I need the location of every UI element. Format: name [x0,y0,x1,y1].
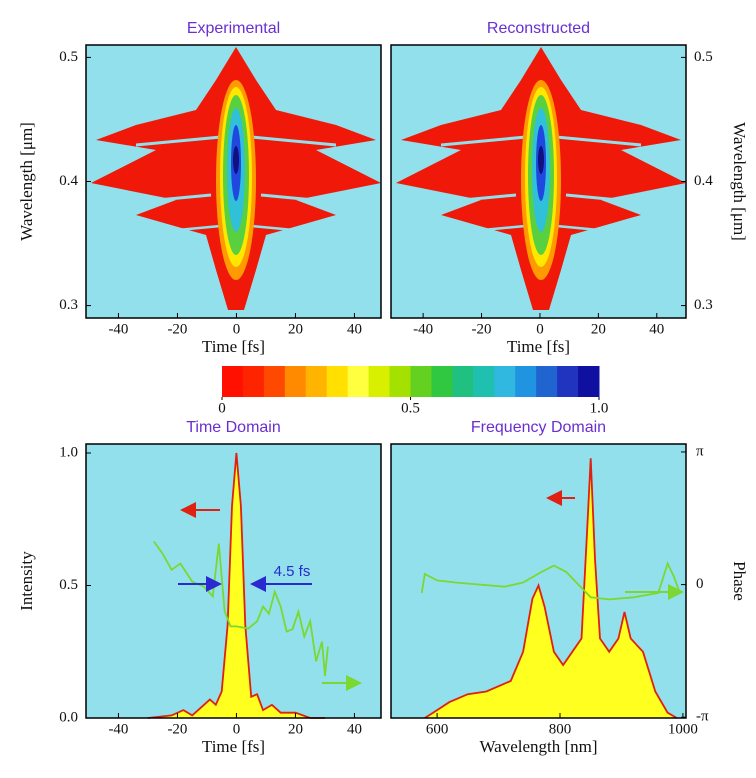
gap [555,135,642,147]
colorbar-swatch [515,366,537,397]
y-tick-label: 0.5 [59,577,78,593]
gap [240,223,327,235]
x-axis-label: Time [fs] [202,737,265,756]
colorbar-swatch [536,366,558,397]
gap [125,193,212,205]
y2-tick-label: -π [696,709,709,725]
gap [135,135,222,147]
x-tick-label: 20 [591,321,606,337]
x-axis-label: Time [fs] [202,337,265,356]
colorbar-swatch [578,366,600,397]
x-tick-label: 800 [549,721,572,737]
spectrogram-image [396,47,686,310]
plot-frame [85,443,382,719]
panel-title: Experimental [187,20,280,37]
colorbar-swatch [242,366,265,397]
y-tick-label: 0.3 [694,297,713,313]
x-tick-label: 40 [347,321,362,337]
series-line [147,452,325,719]
colorbar-swatch [557,366,579,397]
intensity-core [233,146,239,174]
y2-tick-label: π [696,443,704,459]
gap [450,223,537,235]
colorbar-swatch [263,366,286,397]
colorbar-swatch [284,366,307,397]
x-axis-label: Time [fs] [507,337,570,356]
x-tick-label: 40 [649,321,664,337]
colorbar-swatch [368,366,391,397]
y-tick-label: 0.4 [59,173,78,189]
x-tick-label: 1000 [668,721,698,737]
colorbar-swatch [305,366,328,397]
y-axis-label: Wavelength [μm] [730,122,749,241]
plot-frame [390,443,687,719]
x-tick-label: -40 [108,321,128,337]
y-axis-label: Wavelength [μm] [17,122,36,241]
x-axis-label: Wavelength [nm] [479,737,597,756]
x-tick-label: -40 [108,721,128,737]
colorbar-swatch [389,366,411,397]
y-axis-label: Intensity [17,551,36,611]
y-tick-label: 0.3 [59,297,78,313]
series-line [153,540,329,677]
colorbar-swatch [494,366,516,397]
gap [430,193,517,205]
x-tick-label: -20 [167,321,187,337]
spectrogram-image [91,47,381,310]
y2-axis-label: Phase [730,561,749,601]
y-tick-label: 1.0 [59,444,78,460]
gap [250,135,337,147]
colorbar-swatch [347,366,370,397]
x-tick-label: 0 [233,721,241,737]
panel-title: Time Domain [186,419,281,436]
area-fill [424,458,677,718]
x-tick-label: 600 [426,721,449,737]
series-line [424,458,678,719]
gap [565,193,652,205]
x-tick-label: 0 [536,321,544,337]
x-tick-label: -20 [167,721,187,737]
gap [145,223,232,235]
gap [545,223,632,235]
colorbar-swatch [452,366,474,397]
area-fill [147,453,325,718]
gap [440,135,527,147]
annotation: 4.5 fs [274,563,311,580]
panel-title: Frequency Domain [471,419,606,436]
colorbar-swatch [473,366,495,397]
y-tick-label: 0.4 [694,173,713,189]
y2-tick-label: 0 [696,576,704,592]
series-line [420,561,681,601]
x-tick-label: 0 [233,321,241,337]
panel-title: Reconstructed [487,20,590,37]
colorbar-swatch [410,366,432,397]
y-tick-label: 0.5 [694,49,713,65]
x-tick-label: 20 [288,721,303,737]
x-tick-label: -40 [413,321,433,337]
y-tick-label: 0.5 [59,49,78,65]
colorbar-swatch [326,366,349,397]
colorbar-swatch [431,366,453,397]
gap [260,193,347,205]
colorbar-tick-label: 0 [218,400,226,416]
colorbar-tick-label: 1.0 [590,400,609,416]
x-tick-label: 40 [347,721,362,737]
colorbar-swatch [222,366,244,397]
x-tick-label: -20 [472,321,492,337]
intensity-core [538,146,544,174]
y-tick-label: 0.0 [59,709,78,725]
x-tick-label: 20 [288,321,303,337]
colorbar-tick-label: 0.5 [401,400,420,416]
